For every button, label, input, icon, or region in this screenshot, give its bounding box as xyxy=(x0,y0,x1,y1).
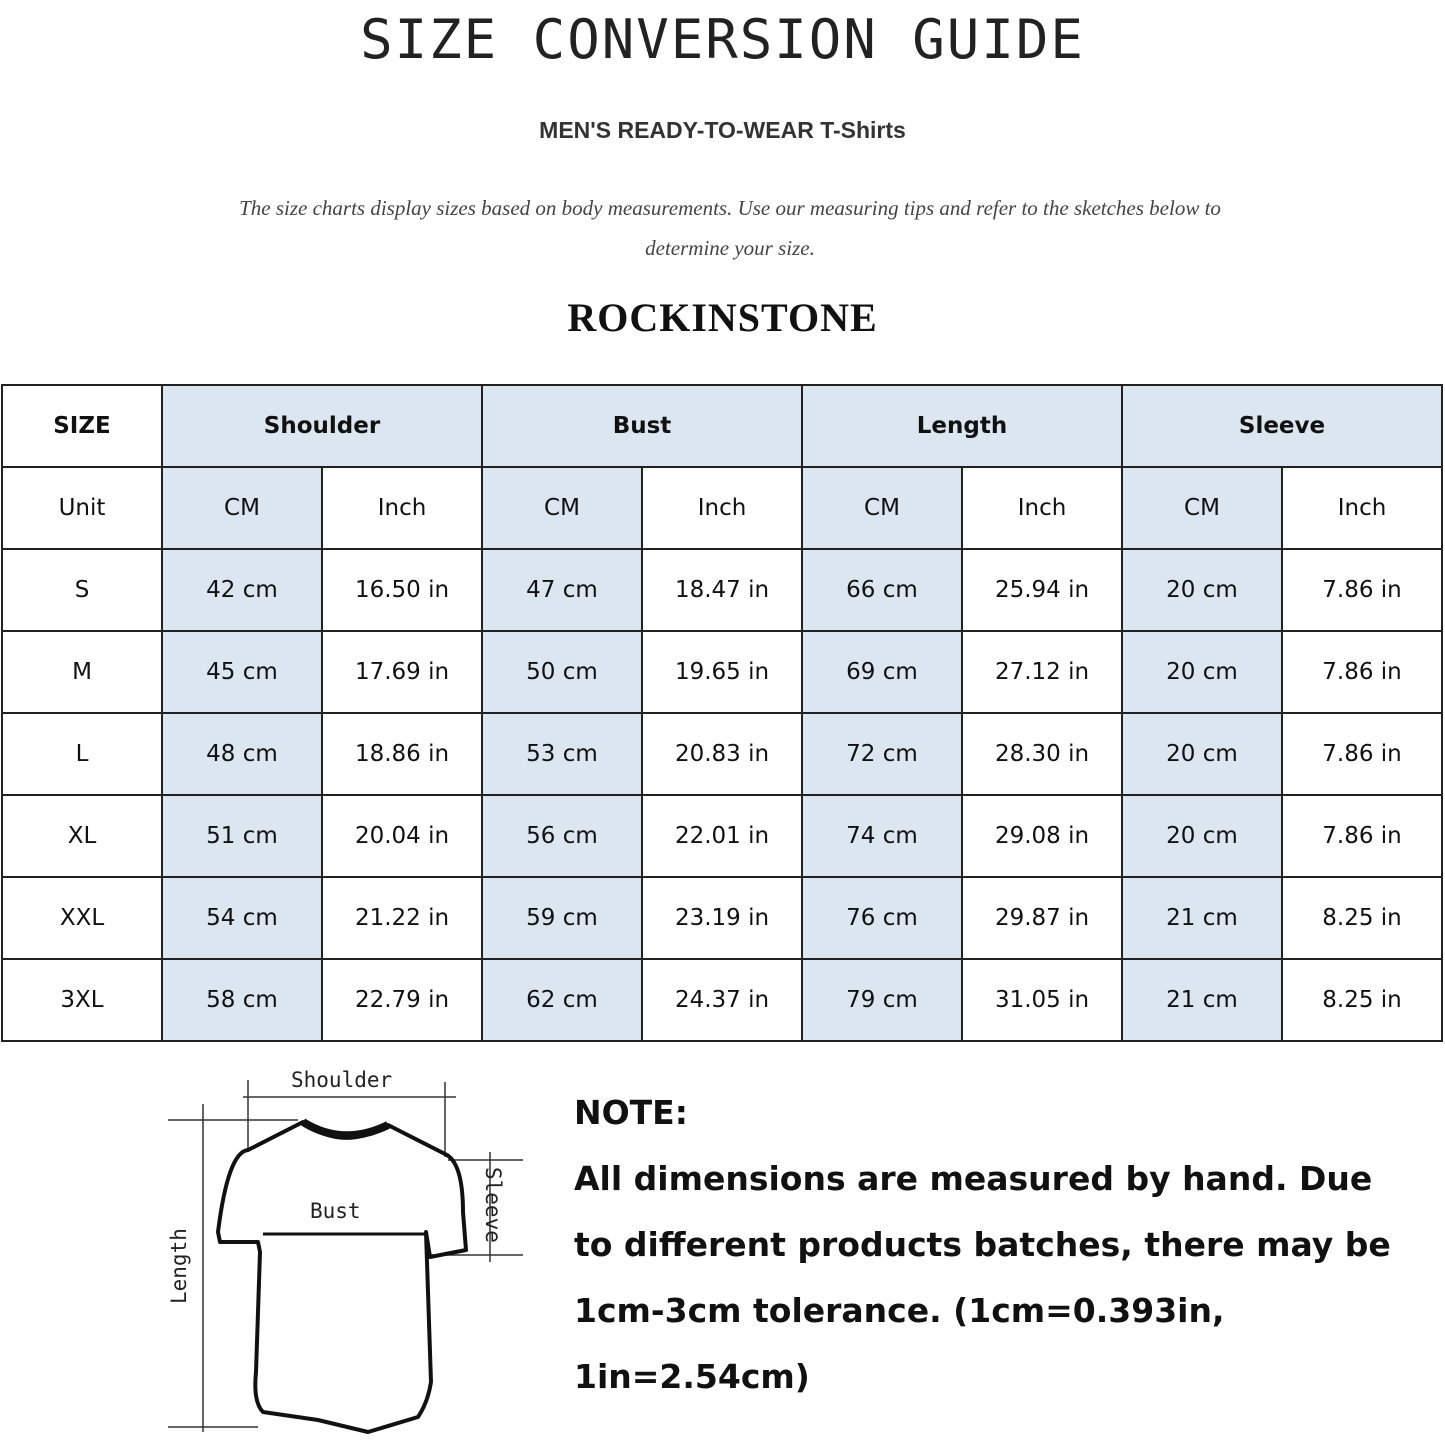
value-cell: 16.50 in xyxy=(321,548,483,632)
bust-label: Bust xyxy=(310,1199,361,1223)
value-cell: 45 cm xyxy=(161,630,323,714)
value-cell: 21 cm xyxy=(1121,876,1283,960)
value-cell: 7.86 in xyxy=(1281,712,1443,796)
unit-cm: CM xyxy=(801,466,963,550)
description: The size charts display sizes based on b… xyxy=(239,196,1221,260)
value-cell: 7.86 in xyxy=(1281,794,1443,878)
sleeve-label: Sleeve xyxy=(481,1167,505,1243)
value-cell: 54 cm xyxy=(161,876,323,960)
group-header-sleeve: Sleeve xyxy=(1121,384,1443,468)
size-header: SIZE xyxy=(1,384,163,468)
group-header-bust: Bust xyxy=(481,384,803,468)
note-heading: NOTE: xyxy=(574,1093,688,1132)
size-table: SIZE Shoulder Bust Length Sleeve Unit CM Inch CM… xyxy=(1,384,1443,1042)
value-cell: 31.05 in xyxy=(961,958,1123,1042)
value-cell: 62 cm xyxy=(481,958,643,1042)
unit-inch: Inch xyxy=(1281,466,1443,550)
value-cell: 20.83 in xyxy=(641,712,803,796)
shoulder-label: Shoulder xyxy=(291,1068,392,1092)
value-cell: 19.65 in xyxy=(641,630,803,714)
value-cell: 17.69 in xyxy=(321,630,483,714)
table-row: 3XL 58 cm 22.79 in 62 cm 24.37 in 79 cm 31.05 … xyxy=(1,958,1443,1042)
unit-inch: Inch xyxy=(641,466,803,550)
page-title: SIZE CONVERSION GUIDE xyxy=(360,8,1085,71)
note-text: All dimensions are measured by hand. Due… xyxy=(574,1159,1391,1396)
value-cell: 28.30 in xyxy=(961,712,1123,796)
value-cell: 66 cm xyxy=(801,548,963,632)
value-cell: 72 cm xyxy=(801,712,963,796)
value-cell: 76 cm xyxy=(801,876,963,960)
note: NOTE: All dimensions are measured by han… xyxy=(574,1080,1394,1410)
unit-cm: CM xyxy=(1121,466,1283,550)
value-cell: 22.79 in xyxy=(321,958,483,1042)
value-cell: 22.01 in xyxy=(641,794,803,878)
unit-row: Unit CM Inch CM Inch CM Inch CM Inch xyxy=(1,466,1443,550)
value-cell: 18.47 in xyxy=(641,548,803,632)
value-cell: 79 cm xyxy=(801,958,963,1042)
value-cell: 29.87 in xyxy=(961,876,1123,960)
value-cell: 21 cm xyxy=(1121,958,1283,1042)
value-cell: 59 cm xyxy=(481,876,643,960)
table-row: S 42 cm 16.50 in 47 cm 18.47 in 66 cm 25.94 in… xyxy=(1,548,1443,632)
value-cell: 42 cm xyxy=(161,548,323,632)
value-cell: 48 cm xyxy=(161,712,323,796)
table-row: L 48 cm 18.86 in 53 cm 20.83 in 72 cm 28.30 in… xyxy=(1,712,1443,796)
value-cell: 24.37 in xyxy=(641,958,803,1042)
value-cell: 50 cm xyxy=(481,630,643,714)
value-cell: 56 cm xyxy=(481,794,643,878)
value-cell: 58 cm xyxy=(161,958,323,1042)
value-cell: 25.94 in xyxy=(961,548,1123,632)
table-row: M 45 cm 17.69 in 50 cm 19.65 in 69 cm 27.12 in… xyxy=(1,630,1443,714)
header-row: SIZE Shoulder Bust Length Sleeve xyxy=(1,384,1443,468)
size-cell: XL xyxy=(1,794,163,878)
value-cell: 20 cm xyxy=(1121,794,1283,878)
size-cell: XXL xyxy=(1,876,163,960)
value-cell: 8.25 in xyxy=(1281,876,1443,960)
group-header-length: Length xyxy=(801,384,1123,468)
unit-cm: CM xyxy=(481,466,643,550)
value-cell: 51 cm xyxy=(161,794,323,878)
value-cell: 7.86 in xyxy=(1281,630,1443,714)
brand-name: ROCKINSTONE xyxy=(567,295,878,340)
size-cell: M xyxy=(1,630,163,714)
length-label: Length xyxy=(167,1228,191,1304)
value-cell: 47 cm xyxy=(481,548,643,632)
unit-inch: Inch xyxy=(321,466,483,550)
group-header-shoulder: Shoulder xyxy=(161,384,483,468)
value-cell: 20 cm xyxy=(1121,548,1283,632)
value-cell: 27.12 in xyxy=(961,630,1123,714)
table-row: XL 51 cm 20.04 in 56 cm 22.01 in 74 cm 29.08 i… xyxy=(1,794,1443,878)
subtitle: MEN'S READY-TO-WEAR T-Shirts xyxy=(539,117,906,143)
value-cell: 20 cm xyxy=(1121,630,1283,714)
value-cell: 23.19 in xyxy=(641,876,803,960)
unit-cm: CM xyxy=(161,466,323,550)
value-cell: 8.25 in xyxy=(1281,958,1443,1042)
table-row: XXL 54 cm 21.22 in 59 cm 23.19 in 76 cm 29.87 … xyxy=(1,876,1443,960)
tshirt-measurement-diagram: Shoulder Bust Sleeve Length xyxy=(167,1068,523,1434)
value-cell: 7.86 in xyxy=(1281,548,1443,632)
value-cell: 18.86 in xyxy=(321,712,483,796)
value-cell: 29.08 in xyxy=(961,794,1123,878)
unit-inch: Inch xyxy=(961,466,1123,550)
value-cell: 53 cm xyxy=(481,712,643,796)
size-cell: L xyxy=(1,712,163,796)
size-cell: 3XL xyxy=(1,958,163,1042)
size-cell: S xyxy=(1,548,163,632)
value-cell: 74 cm xyxy=(801,794,963,878)
unit-header: Unit xyxy=(1,466,163,550)
value-cell: 21.22 in xyxy=(321,876,483,960)
value-cell: 20.04 in xyxy=(321,794,483,878)
value-cell: 69 cm xyxy=(801,630,963,714)
value-cell: 20 cm xyxy=(1121,712,1283,796)
